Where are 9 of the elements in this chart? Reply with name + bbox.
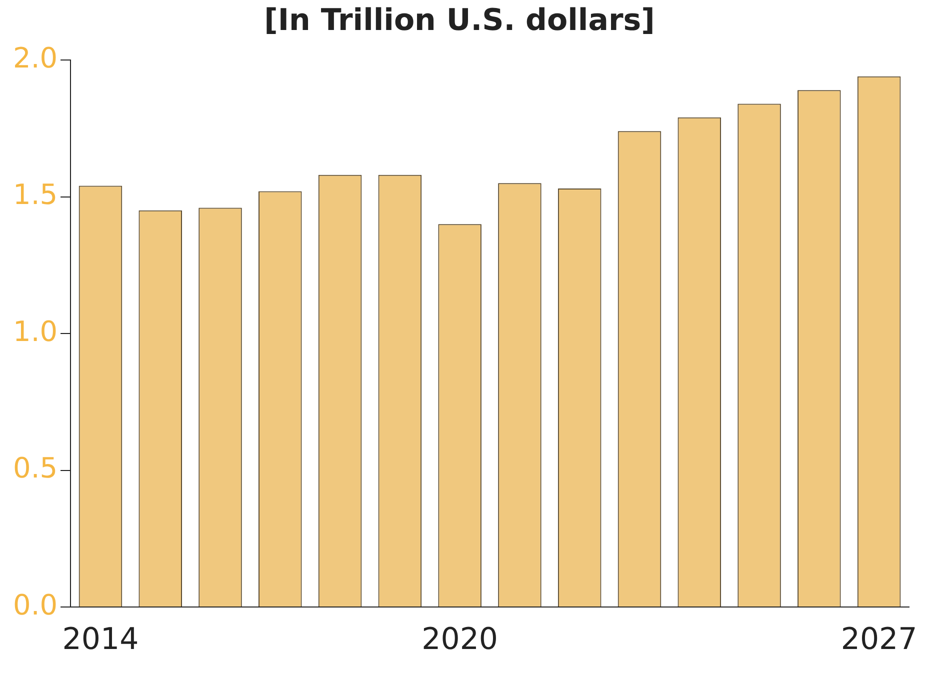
y-tick-label: 0.5: [13, 452, 58, 485]
x-tick-label: 2027: [840, 622, 918, 657]
x-tick-label: 2020: [422, 622, 498, 657]
y-tick-label: 1.0: [13, 314, 58, 348]
y-tick-label: 2.0: [13, 41, 58, 74]
y-tick-label: 1.5: [13, 178, 58, 212]
chart-title: [In Trillion U.S. dollars]: [264, 2, 655, 38]
y-tick-label: 0.0: [13, 588, 58, 622]
x-tick-label: 2014: [62, 622, 139, 657]
